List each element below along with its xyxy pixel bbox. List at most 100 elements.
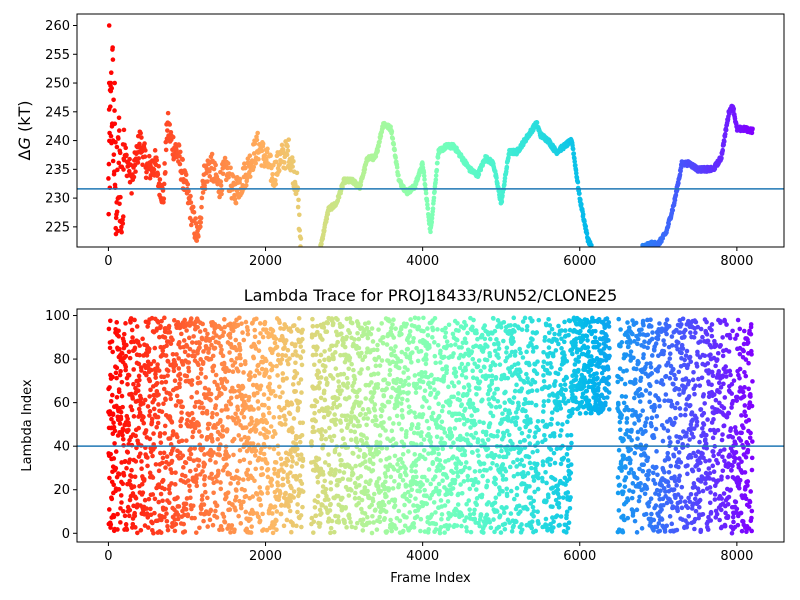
- data-point: [463, 367, 469, 373]
- data-point: [438, 348, 443, 354]
- data-point: [195, 324, 200, 330]
- data-point: [390, 322, 395, 327]
- data-point: [512, 388, 518, 394]
- data-point: [202, 474, 208, 479]
- data-point: [421, 328, 426, 334]
- data-point: [179, 331, 184, 337]
- data-point: [215, 436, 221, 442]
- data-point: [426, 527, 431, 532]
- data-point: [180, 362, 186, 367]
- data-point: [228, 401, 234, 407]
- data-point: [205, 331, 210, 337]
- data-point: [264, 369, 269, 374]
- data-point: [231, 173, 236, 179]
- data-point: [120, 436, 126, 442]
- data-point: [573, 170, 579, 176]
- data-point: [340, 476, 346, 482]
- data-point: [480, 473, 486, 479]
- data-point: [235, 480, 241, 486]
- data-point: [172, 482, 178, 487]
- data-point: [441, 354, 447, 360]
- data-point: [213, 460, 218, 465]
- data-point: [158, 324, 163, 329]
- data-point: [474, 487, 479, 492]
- data-point: [237, 458, 243, 464]
- data-point: [181, 338, 187, 343]
- data-point: [293, 360, 298, 366]
- data-point: [226, 174, 231, 180]
- data-point: [511, 459, 516, 465]
- data-point: [417, 385, 423, 390]
- data-point: [454, 337, 460, 343]
- data-point: [224, 494, 229, 500]
- data-point: [115, 527, 120, 532]
- data-point: [178, 399, 184, 404]
- data-point: [321, 414, 327, 420]
- data-point: [498, 530, 504, 535]
- data-point: [482, 441, 487, 447]
- data-point: [124, 342, 129, 348]
- data-point: [169, 420, 175, 425]
- data-point: [318, 375, 324, 380]
- data-point: [247, 169, 252, 175]
- data-point: [197, 380, 203, 385]
- data-point: [207, 457, 213, 463]
- data-point: [151, 397, 157, 402]
- data-point: [150, 475, 156, 480]
- data-point: [251, 355, 257, 361]
- data-point: [327, 508, 333, 513]
- data-point: [156, 163, 161, 169]
- data-point: [115, 511, 120, 517]
- data-point: [111, 456, 117, 461]
- data-point: [465, 361, 471, 367]
- data-point: [418, 516, 424, 522]
- data-point: [256, 348, 262, 353]
- data-point: [137, 141, 142, 147]
- data-point: [374, 527, 380, 532]
- data-point: [222, 519, 228, 525]
- data-point: [243, 509, 249, 515]
- data-point: [330, 376, 336, 381]
- data-point: [344, 375, 350, 381]
- data-point: [422, 487, 427, 493]
- data-point: [467, 465, 472, 471]
- y-tick-label: 240: [45, 134, 70, 149]
- data-point: [108, 80, 114, 86]
- data-point: [214, 411, 220, 417]
- data-point: [157, 431, 163, 436]
- data-point: [153, 375, 158, 380]
- data-point: [120, 221, 126, 226]
- data-point: [298, 236, 304, 241]
- data-point: [359, 367, 364, 372]
- data-point: [182, 529, 188, 534]
- data-point: [111, 152, 117, 157]
- x-tick-label: 6000: [563, 254, 596, 269]
- data-point: [256, 340, 262, 345]
- data-point: [330, 321, 336, 326]
- data-point: [392, 453, 398, 459]
- data-point: [391, 467, 397, 472]
- data-point: [106, 23, 112, 28]
- data-point: [335, 396, 341, 401]
- data-point: [509, 529, 515, 534]
- data-point: [285, 143, 290, 149]
- data-point: [165, 524, 170, 529]
- data-point: [210, 353, 216, 359]
- data-point: [240, 330, 245, 335]
- data-point: [404, 472, 409, 478]
- data-point: [720, 147, 726, 153]
- data-point: [176, 366, 182, 371]
- data-point: [175, 495, 180, 500]
- data-point: [487, 336, 493, 342]
- data-point: [114, 375, 119, 381]
- data-point: [143, 148, 148, 153]
- data-point: [148, 506, 153, 512]
- data-point: [456, 380, 462, 385]
- data-point: [238, 521, 244, 526]
- data-point: [407, 329, 413, 334]
- data-point: [389, 129, 395, 134]
- data-point: [193, 467, 199, 473]
- data-point: [470, 368, 475, 374]
- data-point: [229, 523, 235, 528]
- data-point: [393, 526, 399, 531]
